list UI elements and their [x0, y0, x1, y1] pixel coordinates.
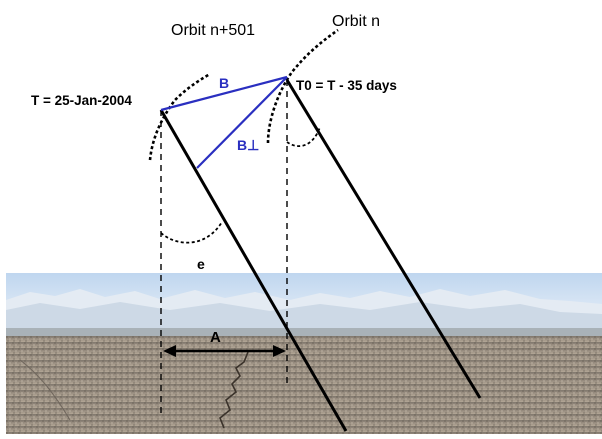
- orbit-left-label: Orbit n+501: [171, 22, 255, 39]
- baseline-perp-line: [196, 76, 288, 169]
- ground-track-left: [19, 359, 71, 421]
- angle-arc-right: [286, 126, 321, 147]
- distance-a-arrowhead-right: [273, 345, 286, 357]
- look-direction-left: [159, 109, 348, 432]
- orbit-right-arc: [266, 28, 339, 144]
- distance-a-arrowhead-left: [163, 345, 176, 357]
- landscape-photo: [6, 273, 602, 434]
- horizon-haze: [6, 328, 602, 338]
- look-direction-right: [285, 79, 482, 399]
- orbit-left-arc: [148, 72, 211, 161]
- orbit-right-label: Orbit n: [332, 13, 380, 30]
- time-left-label: T = 25-Jan-2004: [31, 93, 132, 108]
- fault-crack: [219, 351, 249, 429]
- distance-a-label: A: [210, 329, 221, 346]
- baseline-b-line: [160, 75, 288, 112]
- baseline-perp-label: B⊥: [237, 137, 259, 153]
- angle-arc-e: [160, 221, 223, 244]
- angle-e-label: e: [197, 256, 205, 272]
- time-right-label: T0 = T - 35 days: [296, 78, 397, 93]
- ground: [6, 336, 602, 434]
- baseline-b-label: B: [219, 75, 229, 91]
